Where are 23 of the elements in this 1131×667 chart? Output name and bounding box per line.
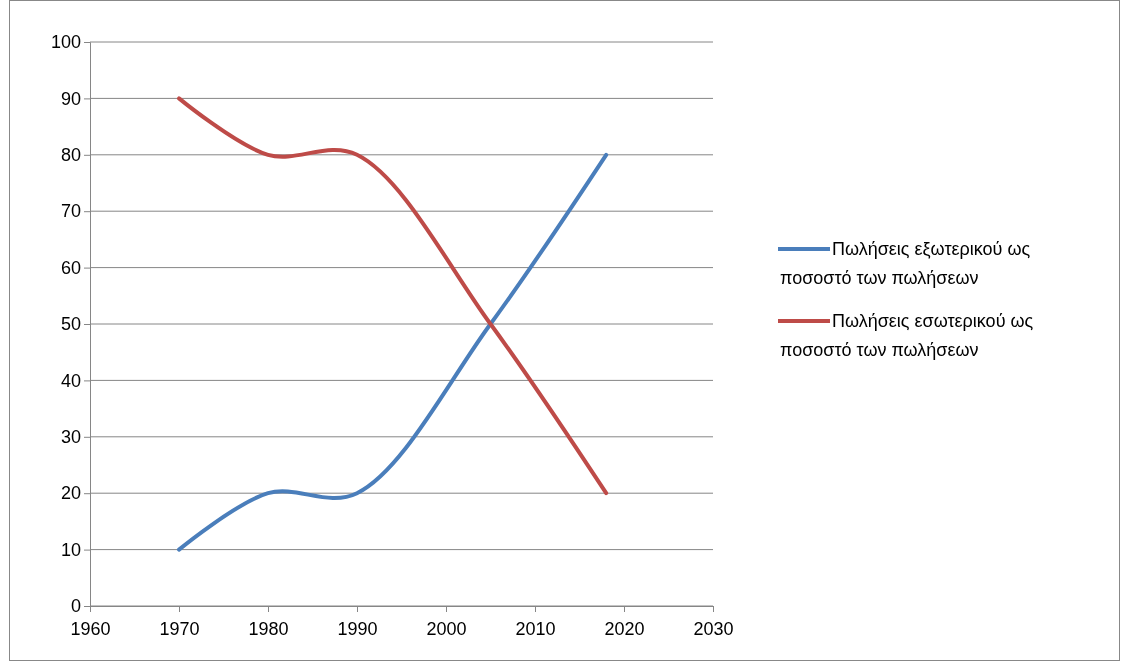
line-series (177, 96, 609, 496)
legend-label: Πωλήσεις εξωτερικού ως ποσοστό των πωλήσεων (780, 239, 1031, 288)
x-tick-label: 2000 (426, 618, 467, 639)
y-tick-label: 10 (60, 539, 81, 560)
x-tick-label: 1970 (159, 618, 200, 639)
y-tick-label: 100 (50, 32, 81, 53)
line-series (177, 152, 609, 552)
legend-label: Πωλήσεις εσωτερικού ως ποσοστό των πωλήσεων (780, 311, 1034, 360)
y-tick-label: 80 (60, 145, 81, 166)
y-tick-label: 60 (60, 257, 81, 278)
x-tick-label: 1980 (248, 618, 289, 639)
x-tick-label: 1990 (337, 618, 378, 639)
x-tick-label: 2020 (604, 618, 645, 639)
y-tick-label: 70 (60, 201, 81, 222)
x-tick-label: 2030 (693, 618, 734, 639)
y-tick-label: 20 (60, 483, 81, 504)
y-tick-label: 40 (60, 370, 81, 391)
y-tick-label: 30 (60, 427, 81, 448)
y-tick-label: 50 (60, 314, 81, 335)
x-tick-label: 1960 (70, 618, 111, 639)
x-tick-label: 2010 (515, 618, 556, 639)
y-tick-label: 0 (70, 596, 81, 617)
y-tick-label: 90 (60, 88, 81, 109)
